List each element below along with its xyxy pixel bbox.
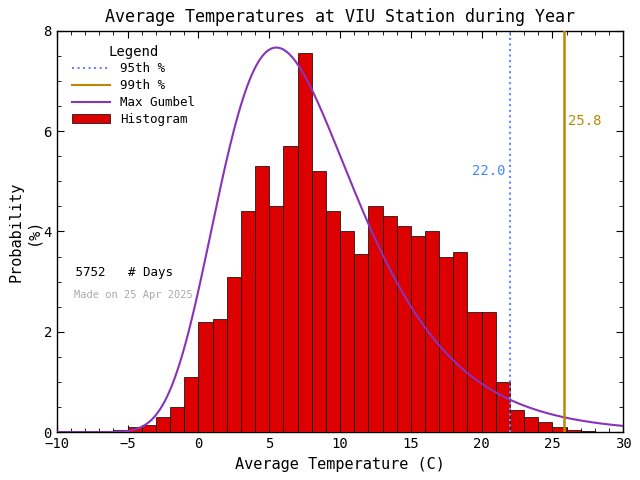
Bar — [184, 377, 198, 432]
Bar — [411, 237, 425, 432]
Bar — [538, 422, 552, 432]
Bar — [566, 430, 581, 432]
Bar — [439, 256, 453, 432]
Bar — [524, 417, 538, 432]
Bar — [369, 206, 383, 432]
Bar — [255, 166, 269, 432]
Bar — [99, 431, 113, 432]
Bar — [212, 319, 227, 432]
Bar — [581, 431, 595, 432]
Bar — [71, 431, 85, 432]
Bar — [113, 430, 127, 432]
Bar — [354, 254, 369, 432]
Bar — [198, 322, 212, 432]
Bar — [241, 211, 255, 432]
Bar — [269, 206, 284, 432]
Text: 25.8: 25.8 — [568, 114, 602, 128]
Bar — [340, 231, 354, 432]
Bar — [312, 171, 326, 432]
Text: Made on 25 Apr 2025: Made on 25 Apr 2025 — [74, 290, 193, 300]
Bar — [227, 276, 241, 432]
Bar — [284, 146, 298, 432]
Bar — [482, 312, 496, 432]
Bar — [425, 231, 439, 432]
Bar — [57, 431, 71, 432]
Bar — [127, 427, 141, 432]
Bar — [397, 227, 411, 432]
Y-axis label: Probability
(%): Probability (%) — [8, 181, 41, 282]
Bar — [552, 427, 566, 432]
Title: Average Temperatures at VIU Station during Year: Average Temperatures at VIU Station duri… — [105, 8, 575, 26]
Text: 5752   # Days: 5752 # Days — [68, 265, 173, 278]
Bar — [156, 417, 170, 432]
Legend: 95th %, 99th %, Max Gumbel, Histogram: 95th %, 99th %, Max Gumbel, Histogram — [68, 41, 198, 130]
Bar — [453, 252, 467, 432]
Bar — [85, 431, 99, 432]
Bar — [298, 53, 312, 432]
Bar — [496, 382, 510, 432]
Bar — [141, 425, 156, 432]
Bar — [383, 216, 397, 432]
Bar — [510, 409, 524, 432]
Text: 22.0: 22.0 — [472, 164, 506, 178]
Bar — [170, 407, 184, 432]
Bar — [467, 312, 482, 432]
X-axis label: Average Temperature (C): Average Temperature (C) — [235, 456, 445, 472]
Bar — [326, 211, 340, 432]
